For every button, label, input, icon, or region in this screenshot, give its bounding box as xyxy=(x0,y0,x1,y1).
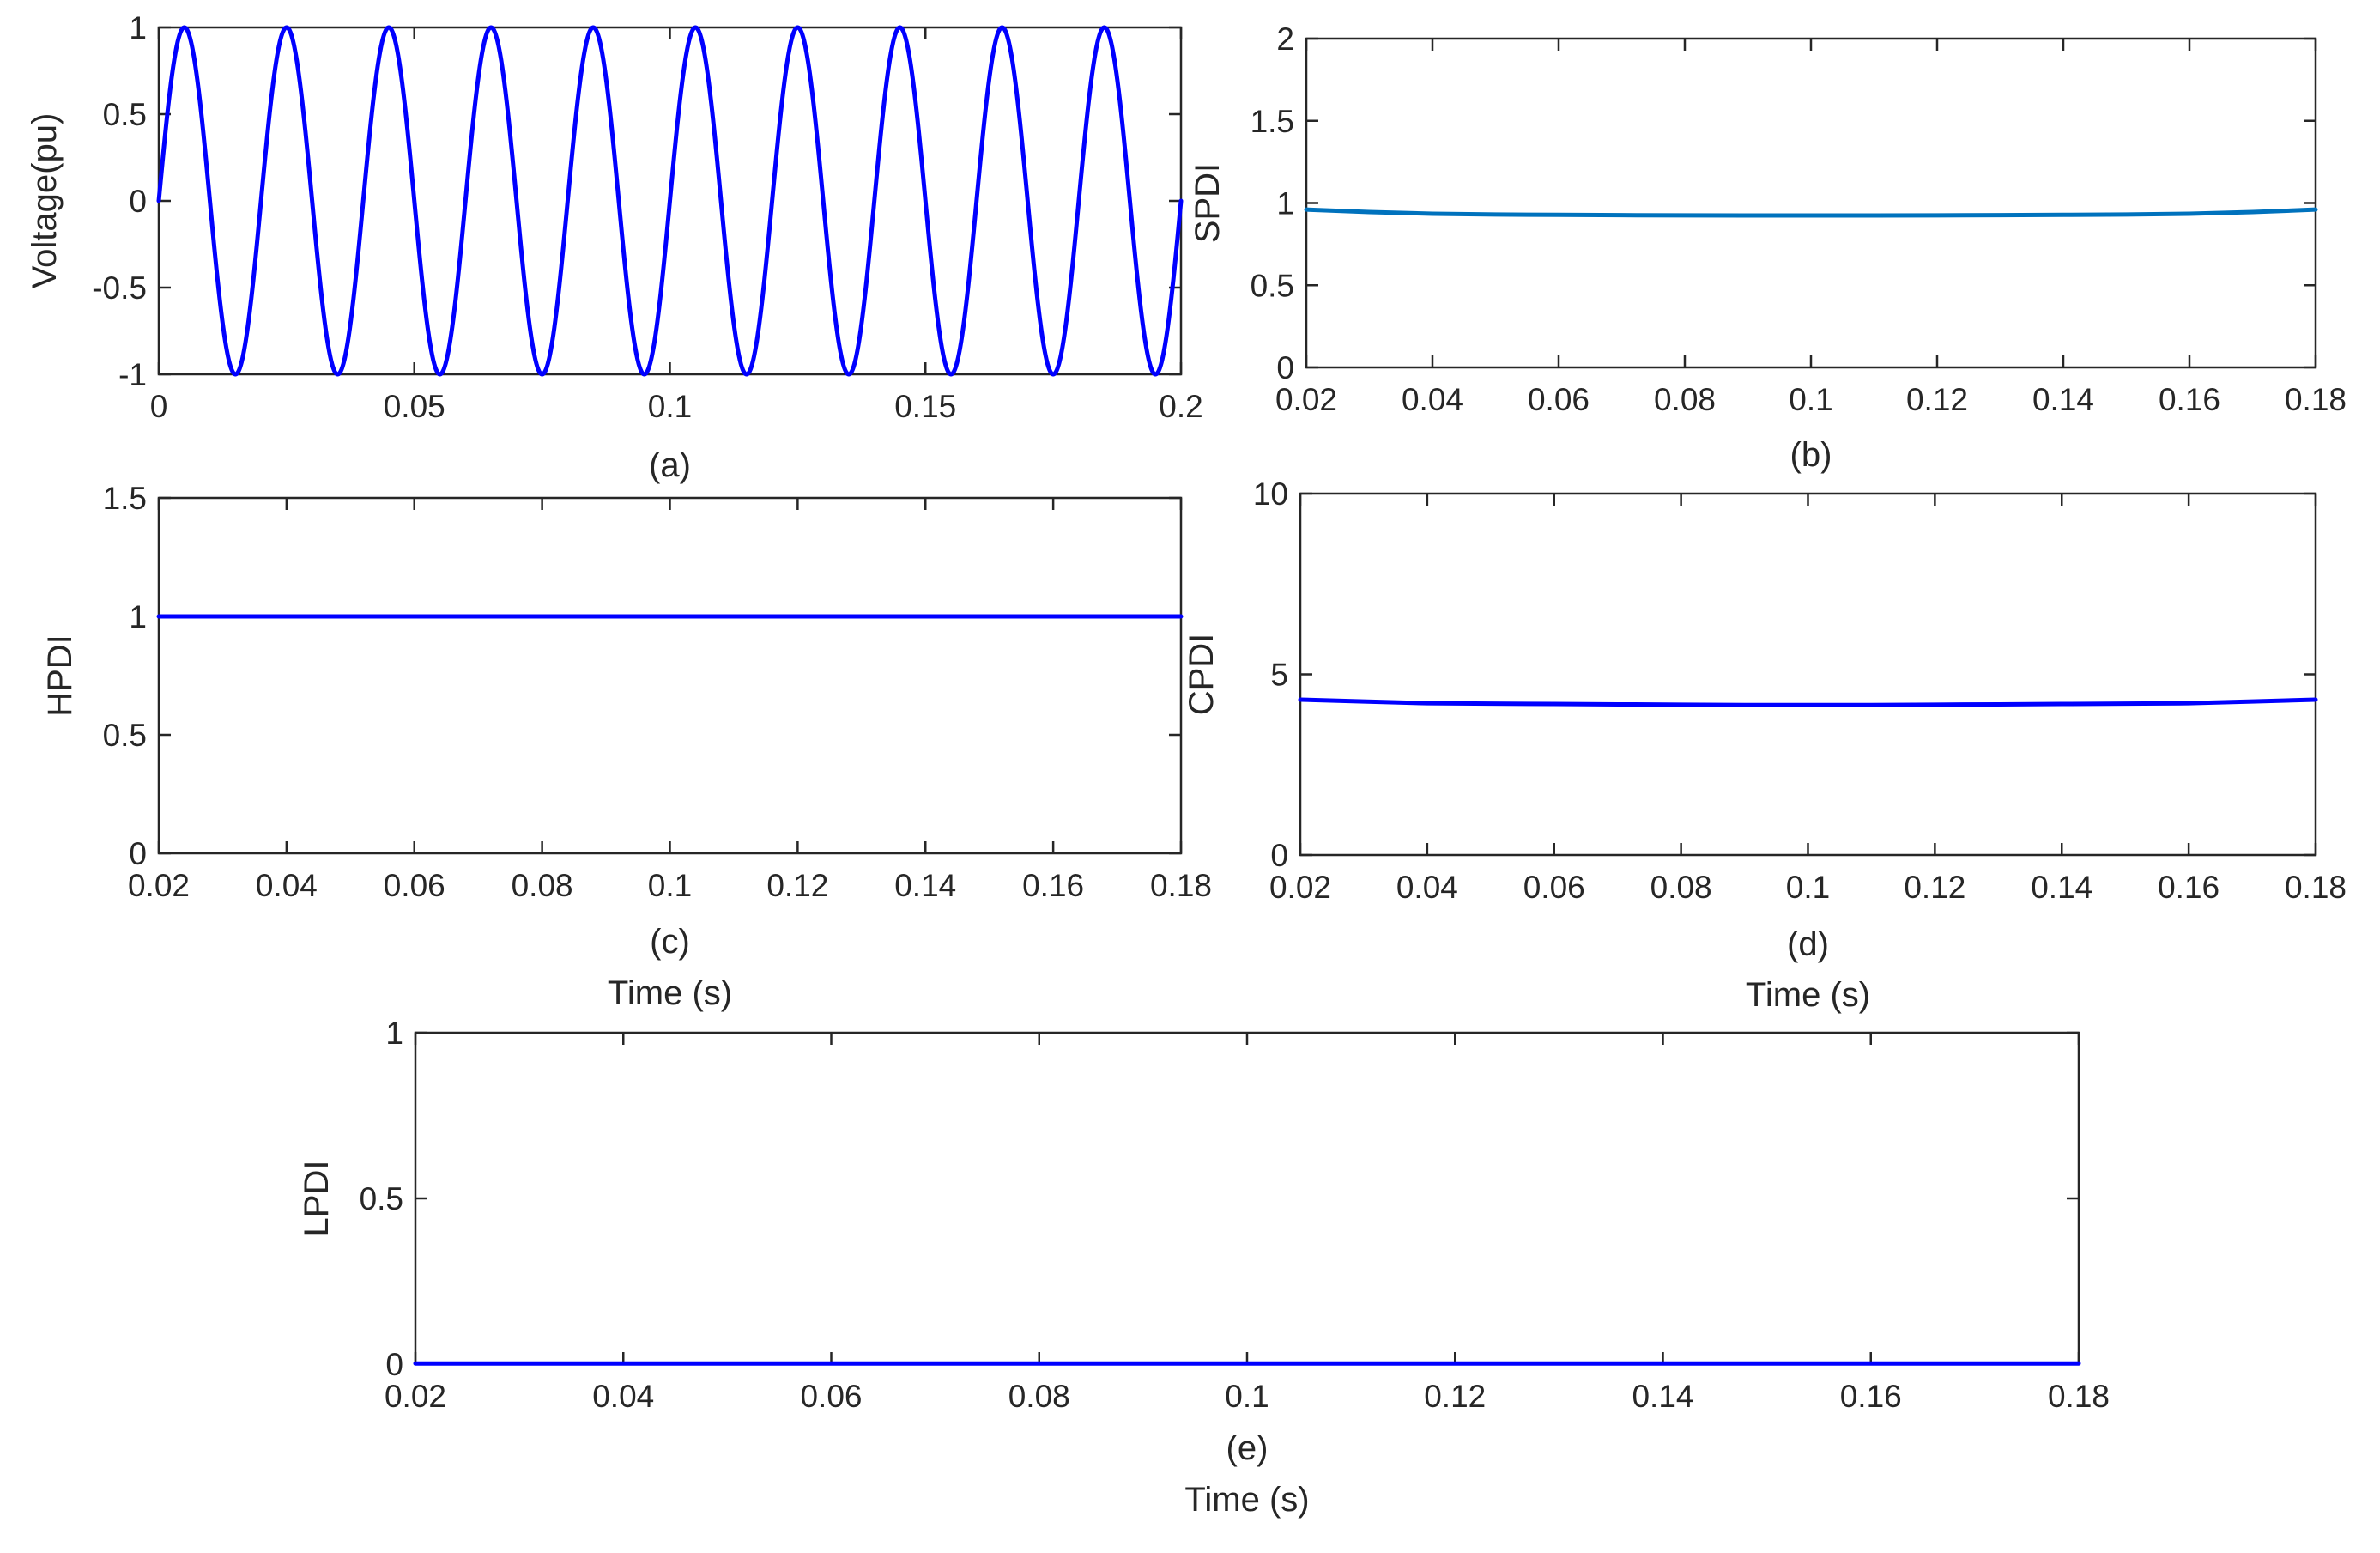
x-tick-label: 0.12 xyxy=(1906,382,1968,417)
y-tick-label: 0.5 xyxy=(103,97,147,132)
panel-c: 0.02 0.04 0.06 0.08 0.1 0.12 0.14 0.16 0.18 0 0.5 1… xyxy=(41,481,1212,1012)
x-tick-label: 0.06 xyxy=(1528,382,1590,417)
x-tick-label: 0.04 xyxy=(1402,382,1463,417)
x-tick-label: 0.18 xyxy=(2285,382,2347,417)
panel-e: 0.02 0.04 0.06 0.08 0.1 0.12 0.14 0.16 0.18 0 0.5 1… xyxy=(298,1016,2110,1519)
x-tick-label: 0.1 xyxy=(1225,1379,1269,1414)
x-tick-label: 0.08 xyxy=(1650,870,1712,905)
panel-b: 0.02 0.04 0.06 0.08 0.1 0.12 0.14 0.16 0.18 0 0.5 1… xyxy=(1189,21,2347,474)
y-tick-label: 1.5 xyxy=(103,481,147,516)
y-tick-label: 0 xyxy=(1270,838,1288,873)
y-tick-label: 2 xyxy=(1276,21,1294,57)
x-tick-label: 0.16 xyxy=(2159,382,2220,417)
y-tick-label: 0.5 xyxy=(360,1181,403,1216)
y-tick-label: 0.5 xyxy=(103,718,147,753)
x-tick-label: 0.14 xyxy=(894,868,956,903)
y-axis-label: Voltage(pu) xyxy=(26,113,64,289)
series-line-a-0 xyxy=(156,25,1184,377)
x-tick-label: 0.16 xyxy=(1022,868,1084,903)
panel-caption: (e) xyxy=(1226,1429,1269,1467)
y-tick-label: 0 xyxy=(385,1347,403,1382)
y-axis-label: SPDI xyxy=(1189,163,1226,243)
x-tick-label: 0.14 xyxy=(2031,870,2092,905)
y-tick-label: 0.5 xyxy=(1251,268,1294,303)
x-axis-label: Time (s) xyxy=(608,974,732,1012)
x-tick-label: 0.15 xyxy=(894,389,956,424)
x-tick-label: 0.1 xyxy=(1786,870,1830,905)
plot-frame xyxy=(414,1031,2080,1366)
y-tick-label: 1 xyxy=(129,599,147,634)
x-tick-label: 0.2 xyxy=(1159,389,1202,424)
x-tick-label: 0.1 xyxy=(648,868,692,903)
x-tick-label: 0.1 xyxy=(1789,382,1832,417)
x-tick-label: 0.16 xyxy=(1840,1379,1902,1414)
series-line-b-0 xyxy=(1304,207,2318,218)
x-tick-label: 0.12 xyxy=(766,868,828,903)
y-tick-label: 0 xyxy=(129,184,147,219)
x-tick-label: 0.16 xyxy=(2158,870,2220,905)
x-tick-label: 0.18 xyxy=(2048,1379,2110,1414)
y-tick-label: 1 xyxy=(1276,186,1294,221)
y-tick-label: 1 xyxy=(129,10,147,45)
x-tick-label: 0.02 xyxy=(128,868,190,903)
panel-caption: (a) xyxy=(649,446,691,484)
x-axis-label: Time (s) xyxy=(1746,976,1870,1014)
x-tick-label: 0.14 xyxy=(1632,1379,1693,1414)
x-tick-label: 0.12 xyxy=(1424,1379,1486,1414)
x-tick-label: 0.06 xyxy=(1523,870,1585,905)
panel-a: 0 0.05 0.1 0.15 0.2 -1 -0.5 0 0.5 1 Voltage(pu) (a) xyxy=(26,10,1203,484)
x-tick-label: 0.04 xyxy=(256,868,318,903)
x-tick-label: 0.02 xyxy=(1269,870,1331,905)
plot-frame xyxy=(1299,492,2317,857)
panel-d: 0.02 0.04 0.06 0.08 0.1 0.12 0.14 0.16 0.18 0 5 10 C… xyxy=(1183,476,2347,1014)
y-tick-label: -0.5 xyxy=(92,270,147,306)
x-tick-label: 0 xyxy=(150,389,168,424)
x-tick-label: 0.08 xyxy=(1008,1379,1070,1414)
y-tick-label: 1.5 xyxy=(1251,104,1294,139)
x-tick-label: 0.06 xyxy=(384,868,445,903)
x-axis-label: Time (s) xyxy=(1184,1481,1309,1519)
y-axis-label: CPDI xyxy=(1183,634,1220,716)
x-tick-label: 0.04 xyxy=(1396,870,1458,905)
x-tick-label: 0.04 xyxy=(592,1379,654,1414)
x-tick-label: 0.12 xyxy=(1904,870,1965,905)
y-tick-label: 5 xyxy=(1270,658,1288,693)
panel-caption: (d) xyxy=(1787,925,1829,963)
series-line-d-0 xyxy=(1298,697,2318,707)
plot-frame xyxy=(157,496,1183,855)
panel-caption: (c) xyxy=(650,923,690,961)
y-axis-label: HPDI xyxy=(41,634,79,717)
plot-frame xyxy=(1305,37,2317,369)
y-axis-label: LPDI xyxy=(298,1161,336,1237)
x-tick-label: 0.18 xyxy=(2285,870,2347,905)
x-tick-label: 0.05 xyxy=(384,389,445,424)
y-tick-label: -1 xyxy=(118,357,147,392)
x-tick-label: 0.02 xyxy=(1275,382,1337,417)
x-tick-label: 0.08 xyxy=(512,868,573,903)
x-tick-label: 0.02 xyxy=(385,1379,446,1414)
panel-caption: (b) xyxy=(1790,436,1832,474)
x-tick-label: 0.14 xyxy=(2032,382,2094,417)
y-tick-label: 10 xyxy=(1253,476,1288,512)
x-tick-label: 0.1 xyxy=(648,389,692,424)
x-tick-label: 0.08 xyxy=(1654,382,1716,417)
x-tick-label: 0.06 xyxy=(800,1379,862,1414)
y-tick-label: 1 xyxy=(385,1016,403,1051)
y-tick-label: 0 xyxy=(1276,350,1294,385)
x-tick-label: 0.18 xyxy=(1150,868,1212,903)
y-tick-label: 0 xyxy=(129,836,147,871)
